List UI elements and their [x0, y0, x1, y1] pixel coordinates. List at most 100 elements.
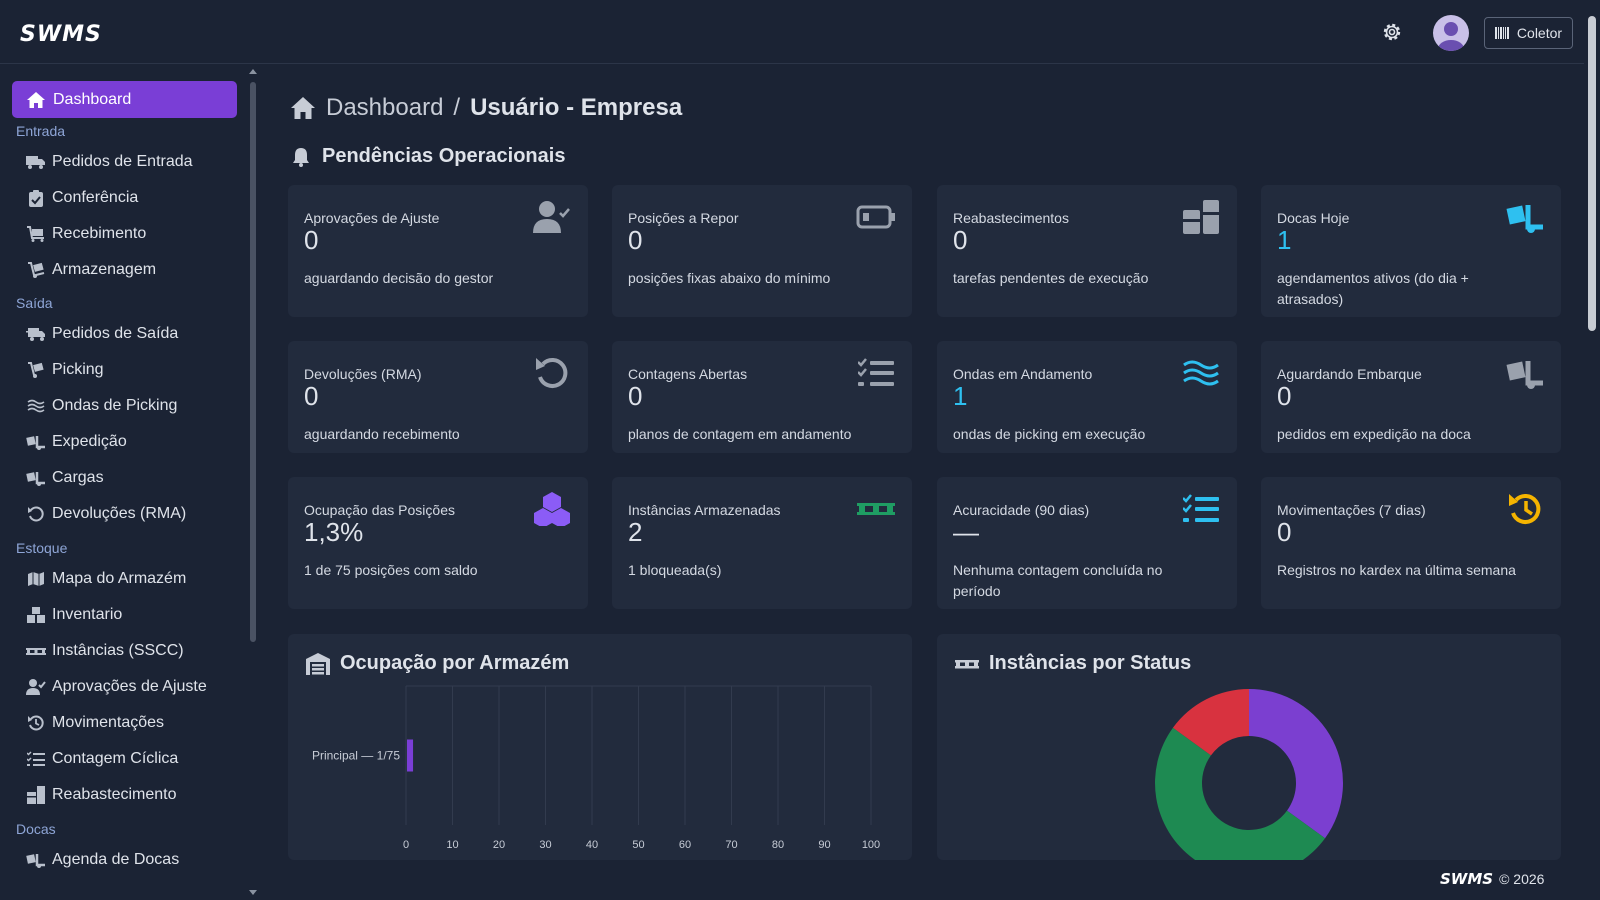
card-ondas-andamento[interactable]: Ondas em Andamento 1 ondas de picking em…: [937, 341, 1237, 453]
card-acuracidade[interactable]: Acuracidade (90 dias) — Nenhuma contagem…: [937, 477, 1237, 609]
card-devolucoes-rma[interactable]: Devoluções (RMA) 0 aguardando recebiment…: [288, 341, 588, 453]
main-scroll-thumb[interactable]: [1588, 16, 1596, 331]
x-tick-label: 80: [772, 839, 784, 851]
bell-icon: [293, 147, 309, 167]
gear-icon[interactable]: [1380, 20, 1404, 44]
x-tick-label: 0: [403, 839, 409, 851]
sidebar-item-reabastecimento[interactable]: Reabastecimento: [26, 780, 236, 810]
bar: [407, 739, 414, 772]
user-check-icon: [26, 678, 46, 696]
x-tick-label: 40: [586, 839, 598, 851]
collector-label: Coletor: [1516, 25, 1563, 41]
card-posicoes-repor[interactable]: Posições a Repor 0 posições fixas abaixo…: [612, 185, 912, 317]
dolly-flatbed-icon: [26, 361, 46, 379]
app-logo[interactable]: SWMS: [20, 22, 102, 47]
sidebar-section-entrada: Entrada: [16, 123, 66, 139]
card-title: Aguardando Embarque: [1277, 366, 1422, 382]
card-title: Posições a Repor: [628, 210, 739, 226]
sidebar-item-label: Picking: [52, 361, 104, 378]
main-scrollbar[interactable]: [1584, 0, 1600, 900]
sidebar-item-agenda-docas[interactable]: Agenda de Docas: [26, 845, 236, 875]
card-value: 0: [304, 381, 319, 411]
sidebar-item-cargas[interactable]: Cargas: [26, 463, 236, 493]
sidebar-item-contagem-ciclica[interactable]: Contagem Cíclica: [26, 744, 236, 774]
card-docas-hoje[interactable]: Docas Hoje 1 agendamentos ativos (do dia…: [1261, 185, 1561, 317]
sidebar-item-label: Cargas: [52, 469, 104, 486]
sidebar-item-mapa-armazem[interactable]: Mapa do Armazém: [26, 564, 236, 594]
scroll-up-arrow-icon[interactable]: [249, 69, 257, 74]
sidebar-scroll-thumb[interactable]: [250, 82, 256, 642]
collector-button[interactable]: Coletor: [1484, 17, 1573, 49]
hand-truck-icon: [26, 261, 46, 279]
card-description: 1 bloqueada(s): [628, 562, 722, 578]
card-contagens-abertas[interactable]: Contagens Abertas 0 planos de contagem e…: [612, 341, 912, 453]
sidebar-item-label: Expedição: [52, 433, 127, 450]
x-tick-label: 90: [818, 839, 830, 851]
list-check-icon: [1181, 492, 1221, 526]
truck-ramp-box-icon: [1505, 356, 1545, 390]
card-description: planos de contagem em andamento: [628, 426, 852, 442]
home-icon: [27, 91, 45, 108]
sidebar-item-expedicao[interactable]: Expedição: [26, 427, 236, 457]
scroll-down-arrow-icon[interactable]: [249, 890, 257, 895]
sidebar-item-recebimento[interactable]: Recebimento: [26, 219, 236, 249]
card-movimentacoes[interactable]: Movimentações (7 dias) 0 Registros no ka…: [1261, 477, 1561, 609]
battery-empty-icon: [856, 200, 896, 234]
warehouse-icon: [306, 652, 330, 675]
sidebar-item-movimentacoes[interactable]: Movimentações: [26, 708, 236, 738]
card-description: Nenhuma contagem concluída no período: [953, 562, 1163, 599]
user-avatar-icon[interactable]: [1433, 15, 1469, 51]
card-title: Devoluções (RMA): [304, 366, 422, 382]
sidebar-item-conferencia[interactable]: Conferência: [26, 183, 236, 213]
card-description: ondas de picking em execução: [953, 426, 1146, 442]
water-icon: [26, 397, 46, 415]
card-aguardando-embarque[interactable]: Aguardando Embarque 0 pedidos em expediç…: [1261, 341, 1561, 453]
x-tick-label: 70: [725, 839, 737, 851]
undo-icon: [532, 356, 572, 390]
card-aprovacoes-ajuste[interactable]: Aprovações de Ajuste 0 aguardando decisã…: [288, 185, 588, 317]
sidebar-item-ondas-picking[interactable]: Ondas de Picking: [26, 391, 236, 421]
sidebar-item-label: Agenda de Docas: [52, 851, 180, 868]
sidebar-item-aprovacoes[interactable]: Aprovações de Ajuste: [26, 672, 236, 702]
boxes-icon: [26, 606, 46, 624]
x-tick-label: 30: [539, 839, 551, 851]
footer: SWMS © 2026: [1440, 870, 1544, 888]
sidebar-item-devolucoes[interactable]: Devoluções (RMA): [26, 499, 236, 529]
truck-icon: [26, 153, 46, 171]
sidebar-item-instancias[interactable]: Instâncias (SSCC): [26, 636, 236, 666]
x-tick-label: 50: [632, 839, 644, 851]
sidebar-item-pedidos-entrada[interactable]: Pedidos de Entrada: [26, 147, 236, 177]
sidebar-item-label: Aprovações de Ajuste: [52, 678, 207, 695]
card-title: Movimentações (7 dias): [1277, 502, 1426, 518]
card-instancias-armazenadas[interactable]: Instâncias Armazenadas 2 1 bloqueada(s): [612, 477, 912, 609]
sidebar-item-label: Conferência: [52, 189, 139, 206]
card-title: Contagens Abertas: [628, 366, 748, 382]
sidebar-item-label: Mapa do Armazém: [52, 570, 187, 587]
card-value: 0: [1277, 381, 1292, 411]
sidebar-item-dashboard[interactable]: Dashboard: [12, 81, 237, 118]
card-value: 2: [628, 517, 643, 547]
top-bar: SWMS Coletor: [0, 0, 1584, 64]
dolly-boxes-icon: [1181, 200, 1221, 234]
card-title: Reabastecimentos: [953, 210, 1069, 226]
clipboard-check-icon: [26, 189, 46, 207]
sidebar-item-inventario[interactable]: Inventario: [26, 600, 236, 630]
card-reabastecimentos[interactable]: Reabastecimentos 0 tarefas pendentes de …: [937, 185, 1237, 317]
sidebar-section-docas: Docas: [16, 821, 56, 837]
dolly-boxes-icon: [26, 786, 46, 804]
card-ocupacao-posicoes[interactable]: Ocupação das Posições 1,3% 1 de 75 posiç…: [288, 477, 588, 609]
card-description: posições fixas abaixo do mínimo: [628, 270, 831, 286]
breadcrumb-separator: /: [453, 94, 461, 121]
occupancy-bar-chart: 0 10 20 30 40 50 60 70 80 90 100 Principal — 1/75: [312, 685, 880, 851]
breadcrumb-root[interactable]: Dashboard: [326, 94, 444, 121]
sidebar-scrollbar[interactable]: [246, 64, 260, 900]
sidebar-item-armazenagem[interactable]: Armazenagem: [26, 255, 236, 285]
sidebar-item-pedidos-saida[interactable]: Pedidos de Saída: [26, 319, 236, 349]
panel-title-text: Ocupação por Armazém: [340, 652, 570, 674]
pendencias-section-title: Pendências Operacionais: [292, 145, 565, 168]
footer-copyright: © 2026: [1499, 871, 1545, 887]
truck-ramp-icon: [26, 469, 46, 487]
sidebar-item-picking[interactable]: Picking: [26, 355, 236, 385]
card-title: Aprovações de Ajuste: [304, 210, 440, 226]
sidebar-item-label: Instâncias (SSCC): [52, 642, 184, 659]
